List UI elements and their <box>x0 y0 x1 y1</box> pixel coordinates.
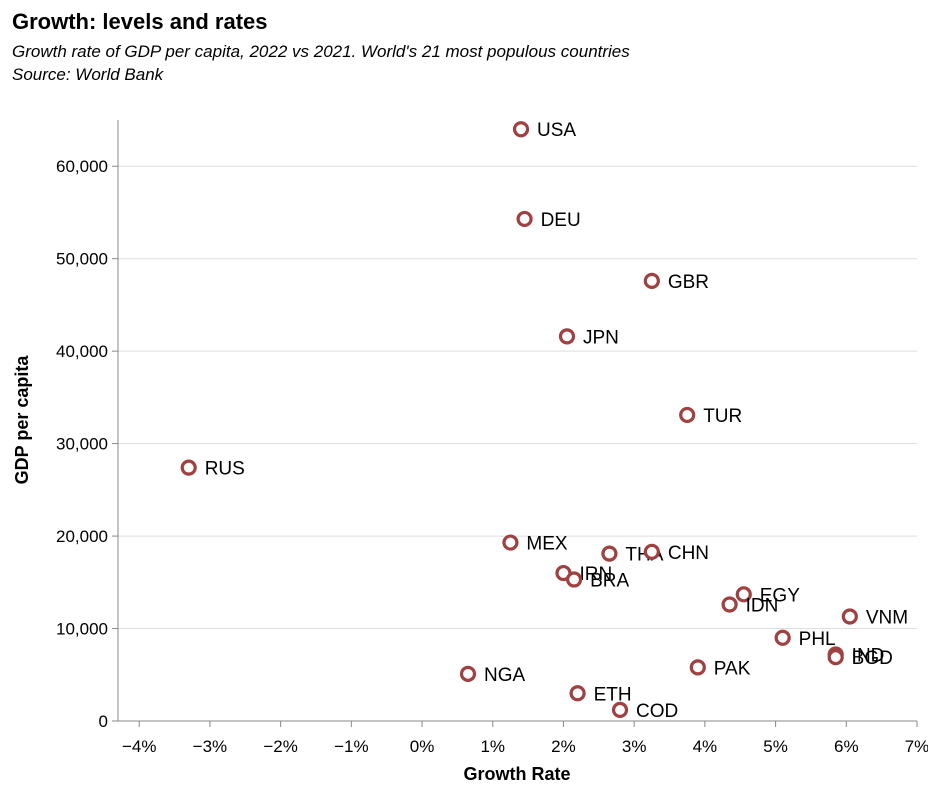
data-point <box>643 543 660 560</box>
chart-source: Source: World Bank <box>12 65 165 84</box>
point-label: DEU <box>541 210 581 231</box>
data-point <box>827 649 844 666</box>
point-label: IDN <box>746 595 779 616</box>
y-tick-label: 30,000 <box>56 435 108 454</box>
data-point <box>516 210 533 228</box>
x-tick-label: 7% <box>905 737 928 756</box>
data-point <box>774 629 791 646</box>
point-label: BRA <box>590 571 629 592</box>
point-label: USA <box>537 120 576 141</box>
point-label: IND <box>852 645 885 666</box>
y-tick-label: 0 <box>99 712 108 731</box>
point-label: COD <box>636 701 678 722</box>
x-tick-label: 4% <box>693 737 718 756</box>
point-label: TUR <box>703 406 742 427</box>
point-label: JPN <box>583 327 619 348</box>
data-point <box>601 545 618 562</box>
data-point <box>569 685 586 702</box>
data-point <box>558 328 576 345</box>
axes: 0 10,000 20,000 30,000 40,000 50,000 60,000 −4%… <box>56 120 928 756</box>
point-label: RUS <box>205 459 245 480</box>
data-point <box>459 665 477 682</box>
y-tick-label: 40,000 <box>56 342 108 361</box>
y-tick-label: 20,000 <box>56 527 108 546</box>
point-label: PAK <box>714 658 751 679</box>
data-point <box>721 596 738 613</box>
point-label: BGD <box>852 648 893 669</box>
data-point <box>565 571 583 588</box>
gridlines <box>118 165 917 722</box>
point-label: NGA <box>484 665 525 686</box>
x-tick-label: 5% <box>763 737 788 756</box>
point-label: CHN <box>668 543 709 564</box>
y-tick-label: 10,000 <box>56 620 108 639</box>
x-tick-label: 0% <box>410 737 435 756</box>
data-point <box>679 406 696 424</box>
y-tick-label: 50,000 <box>56 250 108 269</box>
data-point <box>611 701 629 719</box>
x-tick-label: −1% <box>334 737 369 756</box>
x-tick-label: 3% <box>622 737 647 756</box>
chart-title: Growth: levels and rates <box>12 9 268 34</box>
data-point <box>180 459 197 476</box>
data-point <box>512 121 530 138</box>
x-tick-label: 6% <box>834 737 859 756</box>
chart-subtitle: Growth rate of GDP per capita, 2022 vs 2… <box>12 42 630 61</box>
x-axis-title: Growth Rate <box>463 764 570 784</box>
point-label: EGY <box>760 585 800 606</box>
data-point <box>841 608 858 625</box>
point-label: GBR <box>668 272 709 293</box>
point-label: IRN <box>579 564 612 585</box>
point-label: PHL <box>799 629 836 650</box>
point-label: MEX <box>526 534 568 555</box>
data-point <box>502 534 519 551</box>
y-tick-label: 60,000 <box>56 157 108 176</box>
x-tick-label: −2% <box>263 737 298 756</box>
data-point <box>689 659 706 676</box>
x-tick-label: 2% <box>551 737 576 756</box>
data-point <box>643 272 660 289</box>
data-point <box>735 586 752 603</box>
x-tick-label: 1% <box>480 737 505 756</box>
point-label: VNM <box>866 608 908 629</box>
y-axis-title: GDP per capita <box>12 355 32 485</box>
x-tick-label: −4% <box>122 737 157 756</box>
x-tick-label: −3% <box>193 737 228 756</box>
point-label: ETH <box>594 684 632 705</box>
